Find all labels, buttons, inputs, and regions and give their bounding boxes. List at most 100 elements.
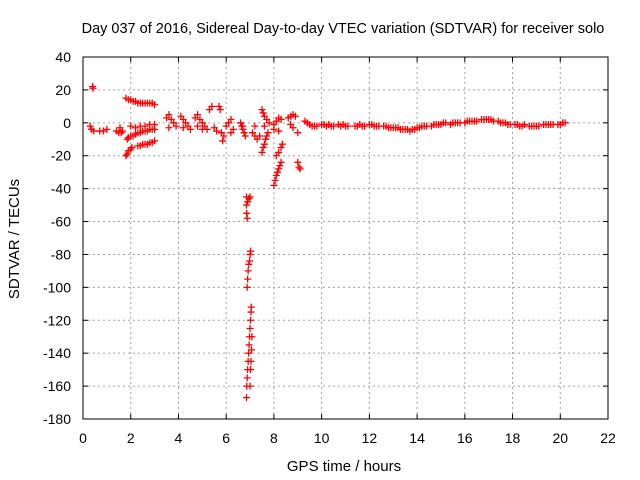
data-point <box>213 127 221 135</box>
data-point <box>132 124 139 132</box>
data-point <box>208 102 216 110</box>
data-point <box>179 124 187 132</box>
y-tick-label: -160 <box>43 378 71 394</box>
data-point <box>141 122 149 130</box>
data-point <box>243 374 251 382</box>
data-point <box>535 122 543 130</box>
data-point <box>277 116 285 124</box>
x-tick-label: 0 <box>79 430 87 446</box>
x-tick-label: 6 <box>222 430 230 446</box>
data-point <box>127 122 135 130</box>
data-point <box>263 132 271 140</box>
data-point <box>128 144 136 151</box>
data-point <box>247 316 255 324</box>
data-point <box>122 152 130 160</box>
data-point <box>278 140 286 148</box>
y-tick-label: -100 <box>43 279 71 295</box>
data-point <box>294 129 302 137</box>
data-point <box>294 158 302 166</box>
data-point <box>289 124 297 132</box>
data-point <box>246 193 254 201</box>
y-tick-label: -40 <box>51 181 71 197</box>
data-point <box>247 346 255 354</box>
data-point <box>215 102 223 110</box>
data-point <box>123 150 131 158</box>
data-point <box>265 119 273 127</box>
data-point <box>89 84 97 92</box>
x-tick-label: 18 <box>505 430 521 446</box>
data-point <box>242 201 250 209</box>
data-point <box>330 122 338 130</box>
x-tick-label: 16 <box>457 430 473 446</box>
data-point <box>295 163 303 171</box>
data-point <box>270 181 278 189</box>
data-point <box>262 135 270 143</box>
data-point <box>243 214 251 222</box>
data-point <box>247 357 255 365</box>
data-point <box>271 176 279 184</box>
data-point <box>256 132 264 140</box>
data-point <box>291 112 299 120</box>
y-tick-label: -60 <box>51 214 71 230</box>
data-point <box>273 168 281 176</box>
data-point <box>172 122 180 130</box>
data-point <box>227 129 235 137</box>
data-point <box>90 127 98 135</box>
data-point <box>219 137 227 145</box>
data-point <box>246 325 254 332</box>
data-point <box>127 145 135 153</box>
data-point <box>247 247 255 255</box>
data-points <box>86 83 569 402</box>
axis-ticks: 0 2 4 6 8 10 12 14 16 18 20 22 40 20 0 -20 -40 -60 -80 -100… <box>43 49 616 446</box>
data-point <box>259 144 267 151</box>
data-point <box>251 122 259 130</box>
y-tick-label: 40 <box>55 49 71 65</box>
data-point <box>99 127 107 135</box>
data-point <box>246 257 254 265</box>
grid <box>83 57 608 419</box>
x-tick-label: 8 <box>270 430 278 446</box>
y-tick-label: -140 <box>43 345 71 361</box>
data-point <box>244 275 252 283</box>
x-axis-label: GPS time / hours <box>287 458 401 475</box>
x-tick-label: 12 <box>362 430 378 446</box>
y-tick-label: 0 <box>63 115 71 131</box>
data-point <box>275 148 283 156</box>
data-point <box>103 125 111 133</box>
data-point <box>245 341 253 349</box>
data-point <box>277 158 285 166</box>
data-point <box>239 122 247 130</box>
data-point <box>258 148 266 156</box>
data-point <box>116 124 124 132</box>
data-point <box>272 171 280 179</box>
data-point <box>270 125 278 133</box>
data-point <box>227 116 235 124</box>
data-point <box>241 132 249 140</box>
x-tick-label: 10 <box>314 430 330 446</box>
data-point <box>194 122 202 130</box>
data-point <box>245 260 253 268</box>
data-point <box>247 366 255 374</box>
data-point <box>123 135 131 143</box>
y-tick-label: -120 <box>43 312 71 328</box>
data-point <box>216 106 224 114</box>
data-point <box>313 122 321 130</box>
chart-title: Day 037 of 2016, Sidereal Day-to-day VTE… <box>82 21 605 37</box>
data-point <box>151 137 159 145</box>
data-point <box>344 122 352 130</box>
data-point <box>275 165 283 173</box>
data-point <box>165 124 173 132</box>
y-tick-label: -80 <box>51 246 71 262</box>
data-point <box>240 129 248 137</box>
data-point <box>260 122 268 130</box>
data-point <box>361 122 369 130</box>
data-point <box>442 119 450 127</box>
x-tick-label: 14 <box>409 430 425 446</box>
x-tick-label: 2 <box>127 430 135 446</box>
data-point <box>264 129 272 137</box>
data-point <box>151 101 159 109</box>
x-tick-label: 4 <box>175 430 183 446</box>
data-point <box>242 394 250 402</box>
y-tick-label: 20 <box>55 82 71 98</box>
